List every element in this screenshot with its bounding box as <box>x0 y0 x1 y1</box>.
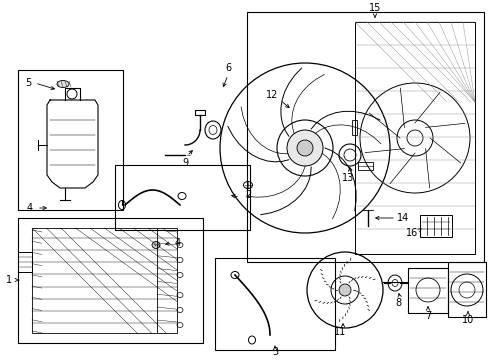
Text: 14: 14 <box>397 213 409 223</box>
Bar <box>420 215 452 237</box>
Bar <box>215 258 335 350</box>
Bar <box>448 262 486 317</box>
Bar <box>408 268 448 313</box>
Bar <box>115 165 250 230</box>
Text: 3: 3 <box>272 347 278 357</box>
Text: 1: 1 <box>6 275 12 285</box>
Circle shape <box>297 140 313 156</box>
Bar <box>18 218 203 343</box>
Bar <box>18 70 123 210</box>
Text: 4: 4 <box>27 203 33 213</box>
Text: 15: 15 <box>369 3 381 13</box>
Text: 5: 5 <box>25 78 31 88</box>
Bar <box>358 162 373 170</box>
Bar <box>195 110 205 115</box>
Bar <box>247 12 484 262</box>
Bar <box>352 120 357 135</box>
Text: 9: 9 <box>182 158 188 168</box>
Ellipse shape <box>57 81 69 87</box>
Text: 8: 8 <box>395 298 401 308</box>
Text: 13: 13 <box>342 173 354 183</box>
Text: 7: 7 <box>425 311 431 321</box>
Bar <box>18 252 32 272</box>
Text: 16: 16 <box>406 228 418 238</box>
Ellipse shape <box>152 242 160 248</box>
Bar <box>32 228 177 333</box>
Bar <box>355 22 475 254</box>
Circle shape <box>287 130 323 166</box>
Text: 6: 6 <box>225 63 231 73</box>
Text: 10: 10 <box>462 315 474 325</box>
Text: 11: 11 <box>334 327 346 337</box>
Text: 2: 2 <box>245 190 251 200</box>
Text: 12: 12 <box>266 90 278 100</box>
Text: 4: 4 <box>175 238 181 248</box>
Circle shape <box>339 284 351 296</box>
